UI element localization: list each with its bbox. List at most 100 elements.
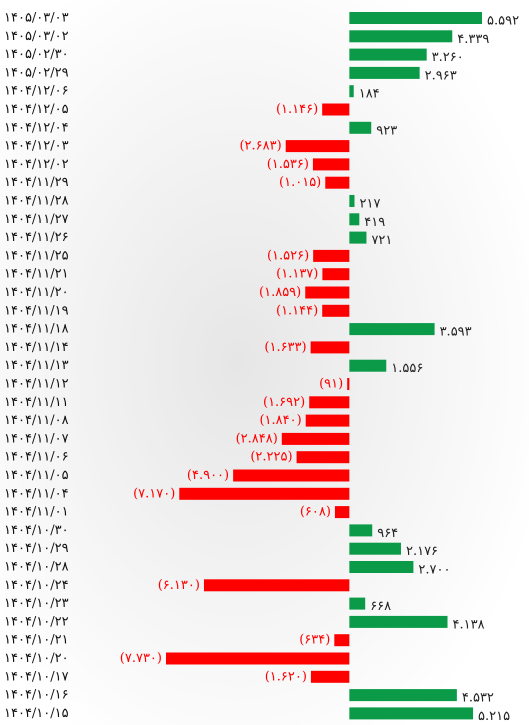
value-label: (۷.۱۷۰) xyxy=(133,486,175,501)
y-tick-label: ۱۴۰۴/۱۱/۱۱ xyxy=(4,395,69,410)
value-label: ۴.۳۳۹ xyxy=(457,32,489,47)
value-label: (۱.۱۴۶) xyxy=(276,102,318,117)
y-tick-label: ۱۴۰۵/۰۳/۰۳ xyxy=(4,11,69,26)
y-tick-label: ۱۴۰۴/۱۱/۰۸ xyxy=(4,413,69,428)
value-label: (۱.۵۳۶) xyxy=(267,157,309,172)
bar xyxy=(349,360,386,372)
bar xyxy=(349,12,482,24)
y-tick-label: ۱۴۰۴/۱۰/۲۰ xyxy=(4,651,69,666)
bar xyxy=(305,287,349,299)
value-label: ۳.۲۶۰ xyxy=(432,50,464,65)
value-label: (۹۱) xyxy=(319,377,343,392)
value-label: ۲۱۷ xyxy=(360,197,381,212)
bar xyxy=(349,122,371,134)
value-label: ۵.۲۱۵ xyxy=(478,709,510,724)
bar xyxy=(349,689,456,701)
value-label: (۱.۶۲۰) xyxy=(265,669,307,684)
value-label: (۱.۸۵۹) xyxy=(259,285,301,300)
bar xyxy=(322,268,349,280)
y-tick-label: ۱۴۰۴/۱۰/۳۰ xyxy=(4,523,69,538)
value-label: ۱۸۴ xyxy=(359,87,380,102)
value-label: (۴.۹۰۰) xyxy=(187,468,229,483)
value-label: ۲.۹۶۳ xyxy=(425,68,457,83)
y-tick-label: ۱۴۰۴/۱۱/۰۴ xyxy=(4,486,69,501)
y-tick-label: ۱۴۰۴/۱۱/۲۹ xyxy=(4,175,69,190)
y-tick-label: ۱۴۰۴/۱۱/۰۶ xyxy=(4,450,69,465)
bar xyxy=(325,177,349,189)
value-label: ۱.۵۵۶ xyxy=(391,361,423,376)
value-label: ۹۲۳ xyxy=(376,123,397,138)
value-label: ۹۶۴ xyxy=(377,526,398,541)
chart: ۱۴۰۵/۰۳/۰۳۵.۵۹۲۱۴۰۵/۰۳/۰۲۴.۳۳۹۱۴۰۵/۰۲/۳۰… xyxy=(0,0,529,725)
bar xyxy=(313,158,349,170)
value-label: (۱.۶۳۳) xyxy=(264,340,306,355)
bar xyxy=(204,579,349,591)
y-tick-label: ۱۴۰۴/۱۱/۱۲ xyxy=(4,377,69,392)
y-tick-label: ۱۴۰۴/۱۱/۰۱ xyxy=(4,505,69,520)
y-tick-label: ۱۴۰۴/۱۱/۱۳ xyxy=(4,358,69,373)
y-tick-label: ۱۴۰۵/۰۲/۳۰ xyxy=(4,47,69,62)
value-label: ۴.۱۳۸ xyxy=(453,617,485,632)
bar xyxy=(166,653,349,665)
value-label: ۷۲۱ xyxy=(371,233,392,248)
bar xyxy=(306,415,350,427)
y-tick-label: ۱۴۰۴/۱۱/۲۷ xyxy=(4,212,69,227)
bar xyxy=(282,433,350,445)
y-tick-label: ۱۴۰۴/۱۰/۲۹ xyxy=(4,541,69,556)
value-label: (۶۰۸) xyxy=(300,505,331,520)
bar xyxy=(349,195,354,207)
bar xyxy=(349,616,447,628)
bar xyxy=(349,213,359,225)
bar xyxy=(233,470,349,482)
bar xyxy=(349,524,372,536)
value-label: ۵.۵۹۲ xyxy=(487,14,519,29)
bar xyxy=(349,232,366,244)
y-tick-label: ۱۴۰۴/۱۲/۰۳ xyxy=(4,139,69,154)
bar xyxy=(349,707,473,719)
y-tick-label: ۱۴۰۴/۱۰/۱۵ xyxy=(4,706,69,721)
value-label: (۲.۶۸۳) xyxy=(239,139,281,154)
value-label: ۴۱۹ xyxy=(364,215,385,230)
bar xyxy=(335,506,349,518)
y-tick-label: ۱۴۰۴/۱۲/۰۵ xyxy=(4,102,69,117)
bar xyxy=(311,671,349,683)
y-tick-label: ۱۴۰۵/۰۲/۲۹ xyxy=(4,65,69,80)
y-tick-label: ۱۴۰۴/۱۲/۰۶ xyxy=(4,84,69,99)
value-label: (۶.۱۳۰) xyxy=(158,578,200,593)
y-tick-label: ۱۴۰۴/۱۲/۰۲ xyxy=(4,157,69,172)
y-tick-label: ۱۴۰۴/۱۰/۲۳ xyxy=(4,596,69,611)
y-tick-label: ۱۴۰۴/۱۰/۲۴ xyxy=(4,578,69,593)
y-tick-label: ۱۴۰۴/۱۱/۲۵ xyxy=(4,248,69,263)
bar xyxy=(349,67,419,79)
bar xyxy=(286,140,350,152)
bar xyxy=(309,396,349,408)
bar xyxy=(349,49,426,61)
value-label: ۴.۵۳۲ xyxy=(462,691,494,706)
bar xyxy=(322,104,349,116)
bar xyxy=(179,488,349,500)
value-label: (۱.۵۲۶) xyxy=(267,248,309,263)
y-tick-label: ۱۴۰۴/۱۰/۱۷ xyxy=(4,669,69,684)
y-tick-label: ۱۴۰۴/۱۰/۲۱ xyxy=(4,633,69,648)
value-label: (۱.۱۳۷) xyxy=(276,267,318,282)
y-tick-label: ۱۴۰۴/۱۲/۰۴ xyxy=(4,120,69,135)
bar xyxy=(322,305,349,317)
value-label: (۱.۸۴۰) xyxy=(259,413,301,428)
value-label: (۲.۲۲۵) xyxy=(250,450,292,465)
y-tick-label: ۱۴۰۴/۱۰/۲۸ xyxy=(4,560,69,575)
bar xyxy=(313,250,349,262)
bar xyxy=(347,378,349,390)
value-label: (۲.۸۴۸) xyxy=(236,431,278,446)
value-label: ۲.۱۷۶ xyxy=(406,544,438,559)
y-tick-label: ۱۴۰۴/۱۱/۲۸ xyxy=(4,194,69,209)
value-label: (۶۳۴) xyxy=(299,633,330,648)
bar xyxy=(349,323,434,335)
value-label: (۷.۷۳۰) xyxy=(120,651,162,666)
y-tick-label: ۱۴۰۴/۱۱/۱۸ xyxy=(4,322,69,337)
y-tick-label: ۱۴۰۴/۱۱/۰۷ xyxy=(4,431,69,446)
bar xyxy=(311,341,350,353)
y-tick-label: ۱۴۰۴/۱۱/۲۰ xyxy=(4,285,69,300)
bar xyxy=(349,561,413,573)
y-tick-label: ۱۴۰۴/۱۰/۱۶ xyxy=(4,688,69,703)
y-tick-label: ۱۴۰۴/۱۰/۲۲ xyxy=(4,614,69,629)
